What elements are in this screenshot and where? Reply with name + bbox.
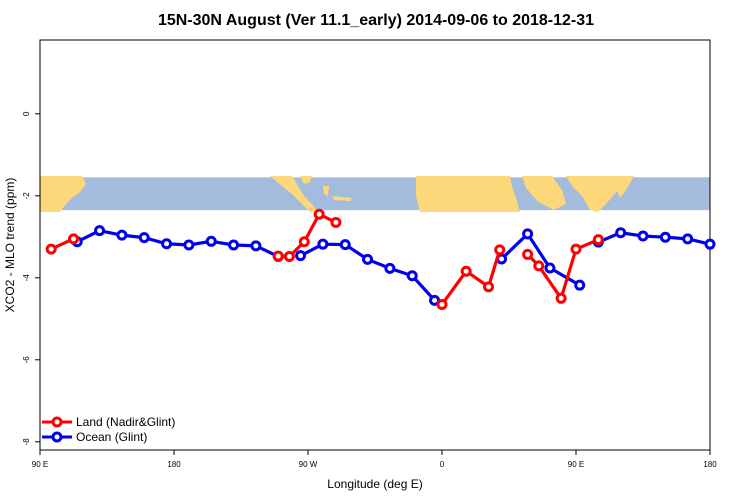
series-line-land <box>278 212 337 259</box>
data-point-land <box>45 243 57 255</box>
series-line-land <box>440 249 502 306</box>
map-band <box>40 176 710 212</box>
legend-marker-ocean <box>51 431 63 443</box>
data-point-land <box>522 248 534 260</box>
data-point-land <box>330 216 342 228</box>
data-point-land <box>494 244 506 256</box>
y-tick-label: -2 <box>22 192 31 200</box>
data-point-land <box>533 260 545 272</box>
land-southeast-asia <box>616 176 634 198</box>
y-tick-label: 0 <box>22 111 31 116</box>
data-point-ocean <box>295 250 307 262</box>
data-point-ocean <box>406 270 418 282</box>
data-point-ocean <box>250 240 262 252</box>
land-mexico-coast <box>300 176 312 184</box>
y-tick-label: -8 <box>22 438 31 446</box>
x-tick-label: 180 <box>703 460 717 469</box>
legend-label-land: Land (Nadir&Glint) <box>76 415 175 429</box>
legend: Land (Nadir&Glint) Ocean (Glint) <box>42 415 175 444</box>
data-point-ocean <box>205 235 217 247</box>
data-point-ocean <box>362 253 374 265</box>
y-axis-label: XCO2 - MLO trend (ppm) <box>3 178 17 313</box>
data-point-land <box>283 250 295 262</box>
x-tick-label: 0 <box>440 460 445 469</box>
y-axis: 0 -2 -4 -6 -8 <box>22 111 40 445</box>
x-tick-label: 90 W <box>299 460 318 469</box>
data-point-ocean <box>637 230 649 242</box>
data-point-ocean <box>339 239 351 251</box>
map-land <box>40 176 634 212</box>
series-layer <box>45 208 716 310</box>
data-point-ocean <box>161 238 173 250</box>
data-point-ocean <box>317 238 329 250</box>
plot-frame <box>39 39 711 451</box>
x-tick-label: 90 E <box>568 460 584 469</box>
data-point-ocean <box>615 227 627 239</box>
land-africa <box>416 176 520 212</box>
data-point-land <box>68 233 79 245</box>
data-point-ocean <box>574 279 586 291</box>
series-line-ocean <box>76 229 279 258</box>
data-point-ocean <box>94 225 106 237</box>
data-point-ocean <box>682 233 694 245</box>
y-tick-label: -6 <box>22 356 31 364</box>
data-point-ocean <box>138 232 150 244</box>
legend-marker-land <box>51 416 63 428</box>
data-point-land <box>313 208 325 220</box>
data-point-ocean <box>116 229 128 241</box>
x-axis: 90 E 180 90 W 0 90 E 180 <box>32 450 717 469</box>
y-tick-label: -4 <box>22 274 31 282</box>
data-point-ocean <box>704 238 716 250</box>
data-point-land <box>272 250 284 262</box>
data-point-land <box>570 243 582 255</box>
land-north-america <box>270 176 318 212</box>
series-line-ocean <box>500 232 581 287</box>
data-point-ocean <box>544 262 556 274</box>
x-tick-label: 90 E <box>32 460 48 469</box>
x-axis-label: Longitude (deg E) <box>327 477 422 491</box>
data-point-land <box>460 265 472 277</box>
land-asia-left <box>40 176 86 212</box>
series-line-ocean <box>597 231 711 246</box>
land-arabia <box>522 176 566 210</box>
x-tick-label: 180 <box>167 460 181 469</box>
land-india <box>566 176 620 212</box>
data-point-ocean <box>659 231 671 243</box>
data-point-land <box>483 281 495 293</box>
data-point-ocean <box>522 228 534 240</box>
data-point-ocean <box>228 239 240 251</box>
land-caribbean <box>332 196 352 201</box>
data-point-ocean <box>183 239 195 251</box>
legend-label-ocean: Ocean (Glint) <box>76 430 147 444</box>
data-point-land <box>436 298 448 310</box>
land-florida <box>323 186 329 196</box>
data-point-ocean <box>384 262 396 274</box>
data-point-land <box>592 234 604 246</box>
chart-title: 15N-30N August (Ver 11.1_early) 2014-09-… <box>158 12 594 29</box>
data-point-land <box>298 236 310 248</box>
data-point-land <box>555 292 567 304</box>
